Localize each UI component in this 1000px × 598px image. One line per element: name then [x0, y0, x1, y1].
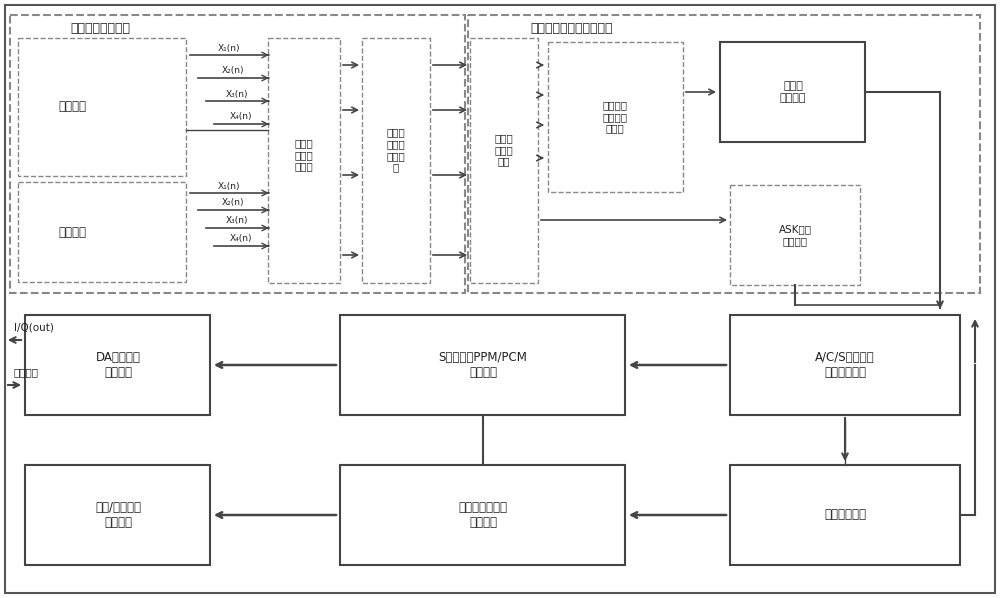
Text: X₄(n): X₄(n) [230, 112, 252, 121]
Bar [470, 38, 538, 283]
Text: 数字正交信号预处理单元: 数字正交信号预处理单元 [530, 22, 612, 35]
Text: 数据处理单元: 数据处理单元 [824, 508, 866, 521]
Bar [18, 38, 186, 176]
Text: DA芯片数据
配置单元: DA芯片数据 配置单元 [96, 351, 140, 379]
Bar [18, 182, 186, 282]
Bar [340, 465, 625, 565]
Bar [362, 38, 430, 283]
Text: 测向信号: 测向信号 [58, 100, 86, 114]
Text: 配置数据: 配置数据 [14, 367, 39, 377]
Bar [10, 15, 465, 293]
Bar [730, 185, 860, 285]
Text: X₃(n): X₃(n) [226, 90, 248, 99]
Text: I/Q(out): I/Q(out) [14, 323, 54, 333]
Text: 全向/定向天线
控制单元: 全向/定向天线 控制单元 [95, 501, 141, 529]
Text: 应答信号方位角
控制单元: 应答信号方位角 控制单元 [458, 501, 508, 529]
Text: X₄(n): X₄(n) [230, 234, 252, 243]
Bar [730, 315, 960, 415]
Bar [720, 42, 865, 142]
Text: 数字正交变换单元: 数字正交变换单元 [70, 22, 130, 35]
Text: ASK包络
解调模块: ASK包络 解调模块 [778, 224, 812, 246]
Text: X₂(n): X₂(n) [222, 199, 244, 208]
Bar [268, 38, 340, 283]
Bar [548, 42, 683, 192]
Text: 数字正
交变换
器组模
块: 数字正 交变换 器组模 块 [387, 127, 405, 172]
Bar [468, 15, 980, 293]
Text: X₁(n): X₁(n) [218, 182, 240, 191]
Text: X₁(n): X₁(n) [218, 44, 240, 53]
Bar [25, 315, 210, 415]
Text: 信号特
征提取
模块: 信号特 征提取 模块 [495, 133, 513, 167]
Text: 询问信号
方位角计
算模块: 询问信号 方位角计 算模块 [602, 100, 628, 133]
Text: X₃(n): X₃(n) [226, 216, 248, 225]
Text: S模式应答PPM/PCM
编码单元: S模式应答PPM/PCM 编码单元 [439, 351, 527, 379]
Bar [730, 465, 960, 565]
Text: 数字带
通滤波
器模块: 数字带 通滤波 器模块 [295, 138, 313, 172]
Text: 方位角
测量信号: 方位角 测量信号 [780, 81, 806, 103]
Bar [25, 465, 210, 565]
Text: 测向信号: 测向信号 [58, 225, 86, 239]
Bar [340, 315, 625, 415]
Text: A/C/S模式询问
信号解码单元: A/C/S模式询问 信号解码单元 [815, 351, 875, 379]
Text: X₂(n): X₂(n) [222, 66, 244, 75]
